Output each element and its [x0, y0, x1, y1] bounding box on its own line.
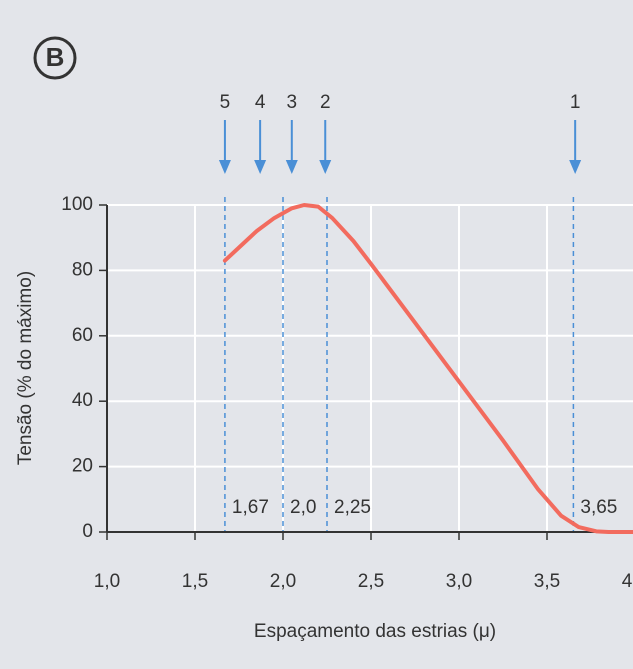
marker-label: 5 — [220, 92, 231, 113]
x-tick-label: 1,0 — [94, 571, 120, 592]
x-tick-label: 2,0 — [270, 571, 296, 592]
y-tick-label: 20 — [72, 456, 93, 477]
x-tick-label: 3,0 — [446, 571, 472, 592]
reference-label: 2,25 — [334, 497, 371, 518]
x-tick-label: 1,5 — [182, 571, 208, 592]
marker-label: 1 — [570, 92, 581, 113]
marker-arrowhead — [569, 160, 582, 174]
x-axis-label: Espaçamento das estrias (μ) — [254, 621, 496, 642]
data-line — [222, 203, 633, 534]
y-tick-label: 0 — [82, 521, 93, 542]
marker-label: 3 — [287, 92, 298, 113]
y-tick-label: 40 — [72, 390, 93, 411]
x-tick-label: 4,0 — [622, 571, 633, 592]
marker-label: 4 — [255, 92, 266, 113]
reference-label: 2,0 — [290, 497, 316, 518]
panel-label: B — [46, 42, 65, 72]
x-tick-label: 2,5 — [358, 571, 384, 592]
y-tick-label: 80 — [72, 259, 93, 280]
y-tick-label: 60 — [72, 325, 93, 346]
marker-arrowhead — [285, 160, 298, 174]
marker-arrowhead — [319, 160, 332, 174]
reference-label: 3,65 — [580, 497, 617, 518]
marker-arrowhead — [254, 160, 267, 174]
y-tick-label: 100 — [61, 194, 93, 215]
x-tick-label: 3,5 — [534, 571, 560, 592]
reference-label: 1,67 — [232, 497, 269, 518]
marker-arrowhead — [218, 160, 231, 174]
panel-badge — [33, 36, 77, 80]
marker-label: 2 — [320, 92, 331, 113]
y-axis-label: Tensão (% do máximo) — [15, 271, 36, 465]
